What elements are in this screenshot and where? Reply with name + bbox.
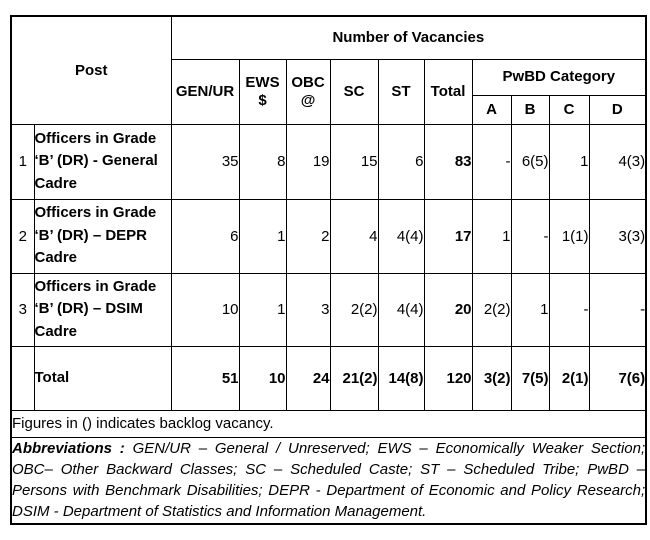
- abbreviations-text: GEN/UR – General / Unreserved; EWS – Eco…: [12, 439, 646, 521]
- vacancy-cell: 6: [377, 123, 425, 200]
- post-name: Officers in Grade ‘B’ (DR) - General Cad…: [33, 123, 172, 200]
- total-cell: 120: [423, 345, 473, 411]
- vacancy-cell: 15: [329, 123, 379, 200]
- table-row: 2 Officers in Grade ‘B’ (DR) – DEPR Cadr…: [10, 198, 647, 274]
- note-row: Figures in () indicates backlog vacancy.: [10, 409, 647, 438]
- total-cell: 7(6): [588, 345, 647, 411]
- vacancy-cell: 4(4): [377, 272, 425, 347]
- pwbd-cell: 2(2): [471, 272, 512, 347]
- vacancy-cell: 2(2): [329, 272, 379, 347]
- pwbd-category-header: PwBD Category: [471, 58, 647, 96]
- abbreviations-row: Abbreviations : GEN/UR – General / Unres…: [10, 436, 647, 525]
- total-vacancy-cell: 17: [423, 198, 473, 274]
- vacancy-cell: 3: [285, 272, 331, 347]
- header-row-1: Post Number of Vacancies: [10, 15, 647, 125]
- vacancy-cell: 8: [238, 123, 287, 200]
- pwbd-cell: 1: [510, 272, 550, 347]
- total-cell: 10: [238, 345, 287, 411]
- vacancy-table: Post Number of Vacancies GEN/UR EWS $ OBC…: [10, 15, 648, 525]
- col-header-ews-label: EWS: [245, 74, 280, 92]
- vacancy-cell: 19: [285, 123, 331, 200]
- pwbd-col-d-header: D: [588, 94, 647, 125]
- pwbd-cell: 6(5): [510, 123, 550, 200]
- col-header-obc: OBC @: [285, 58, 331, 125]
- vacancy-cell: 4(4): [377, 198, 425, 274]
- row-number: 3: [10, 272, 35, 347]
- total-cell: 7(5): [510, 345, 550, 411]
- post-header: Post: [10, 15, 172, 125]
- total-cell: 21(2): [329, 345, 379, 411]
- total-cell: 24: [285, 345, 331, 411]
- total-label: Total: [33, 345, 172, 411]
- ews-footnote-marker: $: [258, 91, 267, 109]
- pwbd-cell: -: [471, 123, 512, 200]
- vacancy-cell: 1: [238, 272, 287, 347]
- pwbd-cell: 1: [548, 123, 590, 200]
- pwbd-col-a-header: A: [471, 94, 512, 125]
- abbreviations-label: Abbreviations :: [12, 439, 125, 457]
- pwbd-cell: 1: [471, 198, 512, 274]
- col-header-sc: SC: [329, 58, 379, 125]
- total-cell: 3(2): [471, 345, 512, 411]
- pwbd-cell: 1(1): [548, 198, 590, 274]
- row-number: 2: [10, 198, 35, 274]
- total-vacancy-cell: 20: [423, 272, 473, 347]
- col-header-gen-ur: GEN/UR: [170, 58, 240, 125]
- pwbd-cell: -: [548, 272, 590, 347]
- pwbd-cell: 3(3): [588, 198, 647, 274]
- vacancy-cell: 1: [238, 198, 287, 274]
- abbreviations-note: Abbreviations : GEN/UR – General / Unres…: [10, 436, 647, 525]
- post-name: Officers in Grade ‘B’ (DR) – DEPR Cadre: [33, 198, 172, 274]
- total-cell: 51: [170, 345, 240, 411]
- col-header-total: Total: [423, 58, 473, 125]
- vacancy-cell: 10: [170, 272, 240, 347]
- vacancy-cell: 4: [329, 198, 379, 274]
- post-name: Officers in Grade ‘B’ (DR) – DSIM Cadre: [33, 272, 172, 347]
- pwbd-cell: -: [510, 198, 550, 274]
- total-cell: 2(1): [548, 345, 590, 411]
- vacancy-cell: 2: [285, 198, 331, 274]
- pwbd-col-c-header: C: [548, 94, 590, 125]
- col-header-obc-label: OBC: [291, 74, 325, 92]
- total-vacancy-cell: 83: [423, 123, 473, 200]
- row-number: 1: [10, 123, 35, 200]
- vacancy-cell: 35: [170, 123, 240, 200]
- vacancy-cell: 6: [170, 198, 240, 274]
- backlog-note: Figures in () indicates backlog vacancy.: [10, 409, 647, 438]
- total-row: Total 51 10 24 21(2) 14(8) 120 3(2) 7(5)…: [10, 345, 647, 411]
- col-header-ews: EWS $: [238, 58, 287, 125]
- pwbd-cell: -: [588, 272, 647, 347]
- col-header-st: ST: [377, 58, 425, 125]
- table-row: 1 Officers in Grade ‘B’ (DR) - General C…: [10, 123, 647, 200]
- row-number-empty: [10, 345, 35, 411]
- pwbd-col-b-header: B: [510, 94, 550, 125]
- table-row: 3 Officers in Grade ‘B’ (DR) – DSIM Cadr…: [10, 272, 647, 347]
- pwbd-cell: 4(3): [588, 123, 647, 200]
- total-cell: 14(8): [377, 345, 425, 411]
- obc-footnote-marker: @: [300, 91, 316, 109]
- vacancies-header: Number of Vacancies: [170, 15, 647, 60]
